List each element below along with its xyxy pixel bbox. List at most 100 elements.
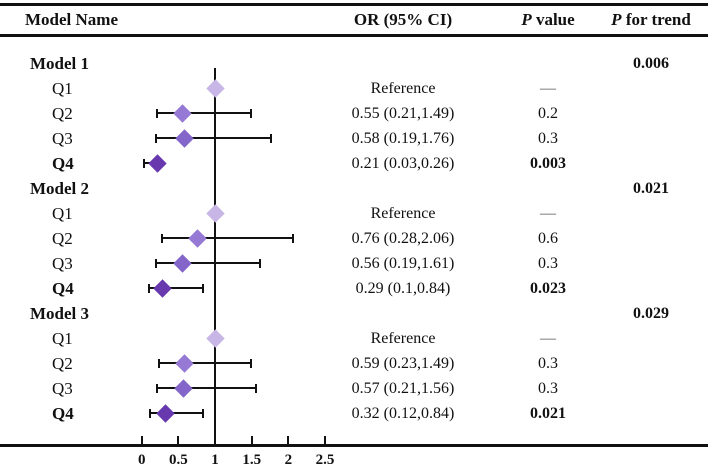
p-trend-italic-p: P bbox=[611, 10, 622, 29]
column-header-model-name: Model Name bbox=[25, 10, 119, 29]
p-for-trend-value: 0.029 bbox=[633, 304, 669, 322]
ci-cap-left bbox=[156, 383, 159, 393]
axis-tick-label: 1.5 bbox=[242, 452, 262, 468]
p-value: — bbox=[540, 204, 556, 222]
or-ci-value: 0.59 (0.23,1.49) bbox=[351, 354, 455, 372]
or-diamond-q4 bbox=[155, 403, 175, 423]
axis-tick-label: 0 bbox=[137, 452, 146, 468]
ci-cap-left bbox=[154, 258, 157, 268]
ci-whisker bbox=[157, 112, 251, 114]
top-border-line bbox=[0, 3, 708, 6]
row-label: Q2 bbox=[52, 103, 73, 123]
or-ci-value: 0.56 (0.19,1.61) bbox=[351, 254, 455, 272]
axis-tick bbox=[287, 436, 290, 444]
or-ci-value: Reference bbox=[370, 329, 436, 347]
reference-line bbox=[214, 68, 217, 447]
or-diamond-q2 bbox=[175, 353, 195, 373]
row-label: Q4 bbox=[52, 153, 74, 173]
axis-tick bbox=[140, 436, 143, 444]
or-diamond-q3 bbox=[173, 253, 192, 273]
p-value-rest: value bbox=[531, 10, 575, 29]
p-for-trend-value: 0.021 bbox=[633, 179, 669, 197]
p-value: 0.3 bbox=[538, 129, 558, 147]
row-label: Q4 bbox=[52, 278, 74, 298]
or-diamond-q1 bbox=[205, 328, 225, 348]
p-value: 0.2 bbox=[538, 104, 558, 122]
row-label: Q1 bbox=[52, 78, 73, 98]
or-diamond-q4 bbox=[147, 153, 167, 173]
ci-cap-right bbox=[249, 358, 252, 368]
ci-cap-left bbox=[156, 108, 159, 118]
ci-cap-right bbox=[258, 258, 261, 268]
row-label: Q3 bbox=[52, 378, 73, 398]
column-header-p-for-trend: P for trend bbox=[594, 6, 708, 34]
ci-cap-right bbox=[202, 408, 205, 418]
ci-cap-right bbox=[202, 283, 205, 293]
or-diamond-q2 bbox=[172, 103, 192, 123]
or-diamond-q4 bbox=[153, 278, 173, 298]
row-label: Q4 bbox=[52, 403, 74, 423]
ci-cap-left bbox=[157, 358, 160, 368]
column-header-p-value: P value bbox=[493, 6, 603, 34]
column-header-or-ci: OR (95% CI) bbox=[353, 10, 453, 29]
group-label: Model 2 bbox=[30, 178, 90, 198]
or-ci-value: 0.21 (0.03,0.26) bbox=[351, 154, 455, 172]
ci-cap-left bbox=[154, 133, 157, 143]
axis-tick-label: 1 bbox=[211, 452, 219, 468]
p-value-italic-p: P bbox=[521, 10, 532, 29]
or-ci-value: 0.58 (0.19,1.76) bbox=[351, 129, 455, 147]
p-value: — bbox=[540, 79, 556, 97]
or-ci-value: Reference bbox=[370, 79, 436, 97]
axis-tick bbox=[324, 436, 327, 444]
or-diamond-q2 bbox=[188, 228, 207, 248]
axis-tick bbox=[177, 436, 180, 444]
ci-cap-left bbox=[142, 158, 145, 168]
ci-whisker bbox=[149, 287, 204, 289]
or-ci-value: Reference bbox=[370, 204, 436, 222]
axis-tick-label: 2 bbox=[284, 452, 293, 468]
header-underline bbox=[0, 34, 708, 37]
ci-cap-right bbox=[269, 133, 272, 143]
row-label: Q1 bbox=[52, 203, 73, 223]
ci-whisker bbox=[155, 262, 260, 264]
p-value: 0.023 bbox=[530, 279, 566, 297]
axis-tick-label: 2.5 bbox=[315, 452, 335, 468]
p-value: 0.6 bbox=[538, 229, 558, 247]
or-diamond-q1 bbox=[205, 78, 225, 98]
p-trend-rest: for trend bbox=[621, 10, 691, 29]
p-for-trend-value: 0.006 bbox=[633, 54, 669, 72]
row-label: Q2 bbox=[52, 228, 73, 248]
ci-whisker bbox=[162, 237, 293, 239]
or-diamond-q1 bbox=[205, 203, 225, 223]
or-ci-value: 0.55 (0.21,1.49) bbox=[351, 104, 455, 122]
group-label: Model 1 bbox=[30, 53, 90, 73]
p-value: 0.3 bbox=[538, 254, 558, 272]
axis-tick bbox=[250, 436, 253, 444]
or-ci-value: 0.57 (0.21,1.56) bbox=[351, 379, 455, 397]
or-diamond-q3 bbox=[175, 128, 194, 148]
p-value: — bbox=[540, 329, 556, 347]
ci-cap-left bbox=[149, 408, 152, 418]
row-label: Q1 bbox=[52, 328, 73, 348]
ci-whisker bbox=[158, 362, 251, 364]
ci-whisker bbox=[157, 387, 257, 389]
p-value: 0.021 bbox=[530, 404, 566, 422]
or-ci-value: 0.32 (0.12,0.84) bbox=[351, 404, 455, 422]
ci-cap-right bbox=[291, 233, 294, 243]
axis-tick bbox=[214, 436, 217, 444]
ci-cap-right bbox=[255, 383, 258, 393]
or-ci-value: 0.76 (0.28,2.06) bbox=[351, 229, 455, 247]
axis-tick-label: 0.5 bbox=[168, 452, 188, 468]
p-value: 0.3 bbox=[538, 354, 558, 372]
p-value: 0.003 bbox=[530, 154, 566, 172]
or-diamond-q3 bbox=[174, 378, 193, 398]
group-label: Model 3 bbox=[30, 303, 90, 323]
row-label: Q2 bbox=[52, 353, 73, 373]
ci-cap-right bbox=[249, 108, 252, 118]
p-value: 0.3 bbox=[538, 379, 558, 397]
ci-whisker bbox=[150, 412, 204, 414]
row-label: Q3 bbox=[52, 253, 73, 273]
ci-cap-left bbox=[148, 283, 151, 293]
